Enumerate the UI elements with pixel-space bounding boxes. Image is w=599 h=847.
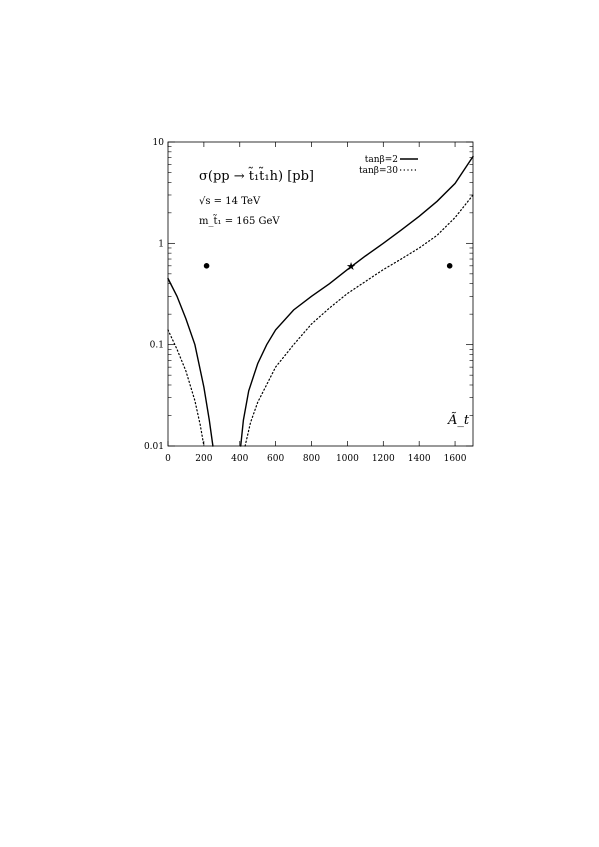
series-line-tanb2-seg1 bbox=[240, 155, 474, 447]
x-tick-label: 1400 bbox=[408, 454, 431, 464]
marker-dot bbox=[446, 263, 453, 269]
marker-star: ★ bbox=[346, 260, 356, 273]
x-tick-label: 1600 bbox=[444, 454, 467, 464]
legend: tanβ=2 tanβ=30 bbox=[359, 155, 418, 176]
chart-title: σ(pp → t̃₁t̃₁h) [pb] bbox=[199, 167, 314, 184]
markers-layer: ★ bbox=[203, 260, 453, 273]
x-tick-label: 600 bbox=[267, 454, 284, 464]
annotation-mass: m_t̃₁ = 165 GeV bbox=[199, 214, 280, 227]
y-tick-label: 0.01 bbox=[144, 442, 164, 452]
x-axis-label: Ã_t bbox=[447, 412, 470, 428]
axes: 0 200 400 600 800 1000 1200 1400 1600 0.01 0.1 1 10 bbox=[144, 138, 474, 464]
x-tick-label: 200 bbox=[195, 454, 212, 464]
x-tick-label: 1000 bbox=[336, 454, 359, 464]
series-line-tanb30-seg0 bbox=[167, 329, 205, 447]
series-line-tanb30-seg1 bbox=[244, 194, 474, 447]
x-tick-label: 0 bbox=[165, 454, 171, 464]
series-layer bbox=[167, 155, 474, 447]
x-tick-label: 1200 bbox=[372, 454, 395, 464]
y-tick-label: 10 bbox=[153, 138, 165, 148]
marker-dot bbox=[203, 263, 210, 269]
y-tick-label: 1 bbox=[158, 239, 164, 249]
annotation-sqrt-s: √s = 14 TeV bbox=[199, 196, 261, 207]
legend-label-tanb2: tanβ=2 bbox=[365, 155, 398, 165]
y-tick-label: 0.1 bbox=[150, 341, 164, 351]
series-line-tanb2-seg0 bbox=[167, 277, 214, 447]
x-tick-label: 800 bbox=[303, 454, 320, 464]
x-tick-label: 400 bbox=[231, 454, 248, 464]
plot-frame bbox=[167, 141, 474, 447]
legend-label-tanb30: tanβ=30 bbox=[359, 166, 398, 176]
